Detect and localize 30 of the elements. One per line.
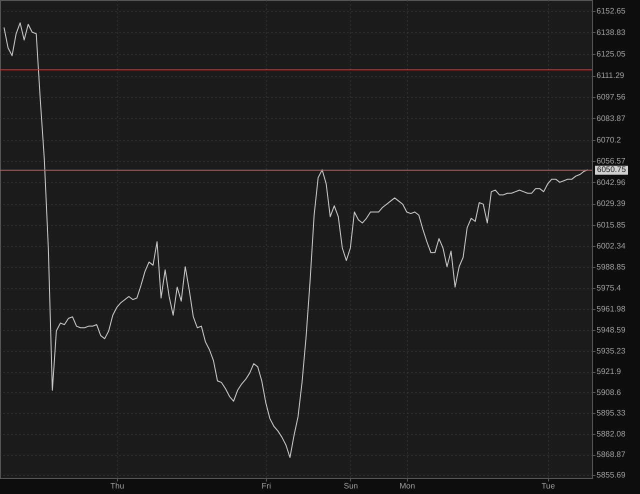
y-tick-label: 5921.9: [596, 367, 622, 376]
y-tick-label: 6111.29: [596, 71, 625, 80]
x-tick-label: Tue: [541, 482, 556, 490]
x-tick-label: Thu: [110, 482, 124, 490]
x-tick-label: Mon: [399, 482, 416, 490]
y-tick-label: 5988.85: [596, 262, 626, 272]
y-tick-label: 5868.87: [596, 450, 626, 460]
y-tick-label: 5908.6: [596, 388, 622, 397]
y-tick-label: 5961.98: [596, 304, 626, 314]
x-tick-label: Fri: [262, 482, 272, 490]
y-tick-label: 5948.59: [596, 325, 626, 334]
y-tick-label: 5935.23: [596, 346, 626, 356]
ref-line-label: 6050.75: [597, 165, 626, 174]
y-tick-label: 6097.56: [596, 92, 626, 102]
x-tick-label: Sun: [344, 482, 358, 490]
y-tick-label: 6138.83: [596, 28, 626, 37]
y-tick-label: 6015.85: [596, 220, 626, 230]
y-tick-label: 6042.96: [596, 178, 626, 187]
y-tick-label: 6029.39: [596, 199, 626, 208]
y-tick-label: 5882.08: [596, 429, 626, 438]
y-tick-label: 5855.69: [596, 470, 626, 480]
y-tick-label: 5895.33: [596, 408, 626, 418]
y-tick-label: 6083.87: [596, 114, 626, 123]
y-tick-label: 6070.2: [596, 135, 622, 144]
y-tick-label: 6056.57: [596, 156, 626, 166]
y-tick-label: 6002.34: [596, 241, 626, 250]
y-tick-label: 6125.05: [596, 50, 626, 59]
line-series: [4, 22, 588, 458]
y-tick-label: 5975.4: [596, 284, 622, 293]
y-tick-label: 6152.65: [596, 6, 626, 16]
